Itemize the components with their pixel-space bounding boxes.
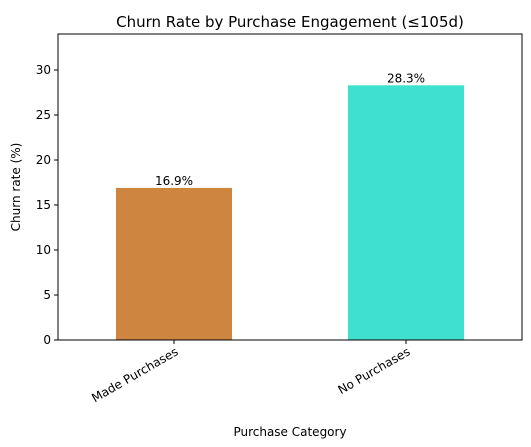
bar-made-purchases [116,187,232,340]
bar-value-label: 28.3% [387,71,425,85]
x-tick-label: No Purchases [335,344,412,397]
bar-no-purchases [348,85,464,340]
x-tick-label: Made Purchases [89,344,180,405]
chart-title: Churn Rate by Purchase Engagement (≤105d… [116,13,464,31]
plot-area: 0 5 10 15 20 25 30 16.9% Made Purchases 28.3% No P… [36,63,464,405]
y-tick-label: 15 [36,198,51,212]
y-tick-label: 5 [43,288,51,302]
y-tick-label: 0 [43,333,51,347]
y-tick-label: 20 [36,153,51,167]
y-tick-label: 10 [36,243,51,257]
y-tick-label: 30 [36,63,51,77]
y-axis-label: Churn rate (%) [9,143,23,232]
x-axis-label: Purchase Category [233,425,346,439]
plot-frame [57,33,523,341]
y-tick-label: 25 [36,108,51,122]
bar-value-label: 16.9% [155,174,193,188]
